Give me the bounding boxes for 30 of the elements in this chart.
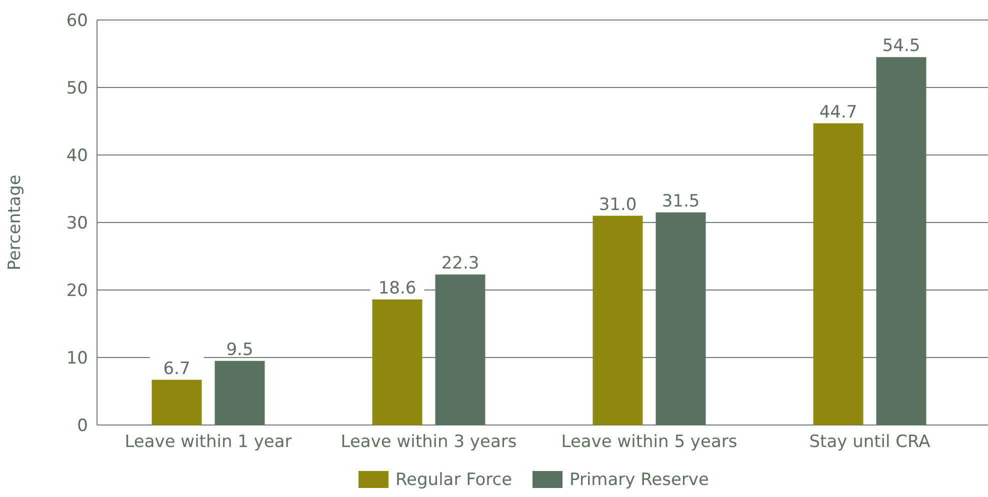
data-label: 54.5 [882,36,920,56]
y-tick-label: 0 [77,416,88,436]
legend-label: Regular Force [396,470,512,490]
bar [152,380,202,425]
bar [876,57,926,425]
bar [372,299,422,425]
data-label: 22.3 [441,253,480,274]
x-tick-label: Leave within 5 years [561,432,738,452]
bar [656,212,706,425]
data-label: 6.7 [163,358,190,379]
y-tick-label: 20 [66,280,88,301]
x-tick-label: Leave within 1 year [124,432,292,452]
data-label: 9.5 [226,340,254,360]
x-tick-label: Stay until CRA [809,432,931,452]
y-tick-label: 10 [66,348,88,368]
x-tick-label: Leave within 3 years [340,432,517,452]
y-tick-label: 40 [66,146,88,166]
data-label: 31.0 [598,194,637,215]
bar [435,274,486,425]
bar [592,216,643,425]
data-label: 31.5 [662,191,700,212]
y-axis-title: Percentage [5,174,25,270]
y-tick-label: 60 [66,10,88,31]
data-label: 44.7 [819,102,858,122]
bar [813,123,864,425]
bar [214,360,265,425]
y-tick-label: 50 [66,78,88,98]
y-tick-label: 30 [66,213,88,234]
data-label: 18.6 [378,278,416,298]
legend-label: Primary Reserve [570,470,709,490]
